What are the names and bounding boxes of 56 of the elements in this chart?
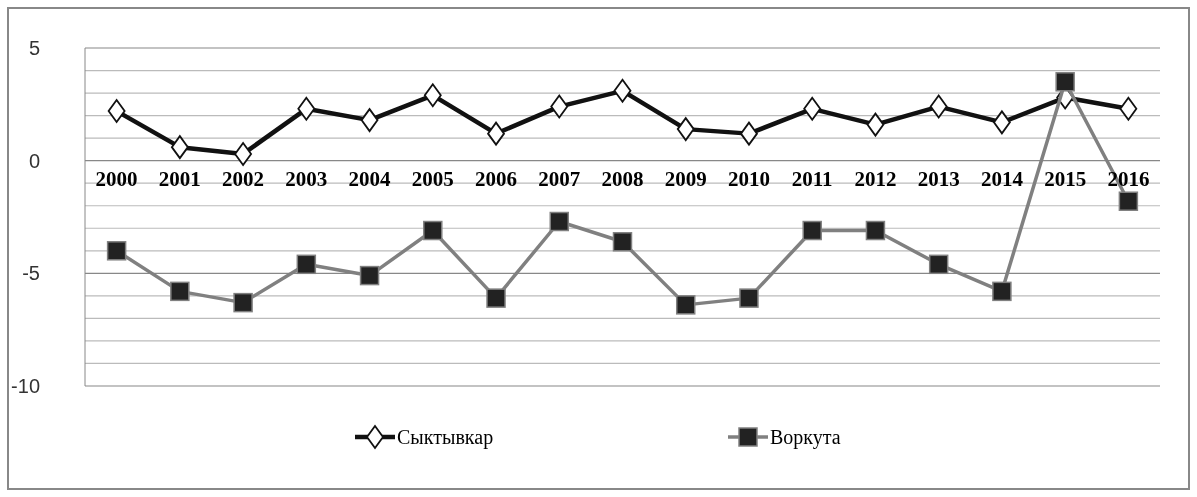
x-tick-label: 2010 [727, 166, 770, 191]
point [1119, 96, 1138, 121]
point [170, 281, 190, 302]
point [296, 254, 317, 275]
point [486, 288, 506, 308]
x-tick-label: 2000 [95, 166, 138, 191]
point [739, 288, 759, 308]
point [549, 211, 570, 232]
point [866, 112, 885, 137]
point [675, 295, 696, 315]
legend-label: Воркута [770, 426, 841, 449]
point [359, 265, 380, 286]
x-tick-label: 2003 [285, 166, 328, 191]
point [740, 121, 758, 146]
point [550, 94, 569, 119]
point [360, 108, 379, 133]
x-tick-label: 2002 [222, 166, 265, 191]
point [1055, 72, 1075, 92]
point [992, 281, 1012, 302]
x-tick-label: 2011 [791, 166, 833, 191]
x-tick-label: 2001 [158, 166, 201, 191]
point [106, 241, 127, 261]
point [865, 220, 886, 241]
point [234, 142, 252, 166]
x-tick-label: 2009 [664, 166, 707, 191]
point [613, 78, 632, 103]
point [676, 117, 695, 142]
point [1118, 191, 1139, 211]
point [928, 254, 949, 275]
point [612, 232, 633, 252]
point [929, 94, 948, 119]
x-tick-label: 2012 [854, 166, 897, 191]
x-tick-label: 2014 [980, 166, 1024, 191]
y-tick-label: -10 [11, 375, 40, 397]
x-tick-label: 2016 [1107, 166, 1150, 191]
point [107, 99, 126, 123]
x-tick-label: 2013 [917, 166, 960, 191]
y-tick-label: -5 [22, 262, 40, 285]
y-tick-label: 0 [28, 149, 40, 172]
point [993, 110, 1011, 135]
point [423, 83, 442, 108]
point [487, 121, 505, 146]
point [802, 220, 822, 241]
x-tick-label: 2004 [348, 166, 392, 191]
x-tick-label: 2007 [538, 166, 581, 191]
point [803, 96, 822, 121]
point [297, 96, 316, 121]
y-tick-label: 5 [28, 37, 40, 59]
x-tick-label: 2006 [475, 166, 518, 191]
x-tick-label: 2015 [1044, 166, 1087, 191]
point [423, 220, 443, 241]
point [233, 292, 253, 313]
point [170, 135, 189, 160]
x-tick-label: 2005 [411, 166, 454, 191]
x-tick-label: 2008 [601, 166, 644, 191]
legend-label: Сыктывкар [397, 426, 494, 449]
